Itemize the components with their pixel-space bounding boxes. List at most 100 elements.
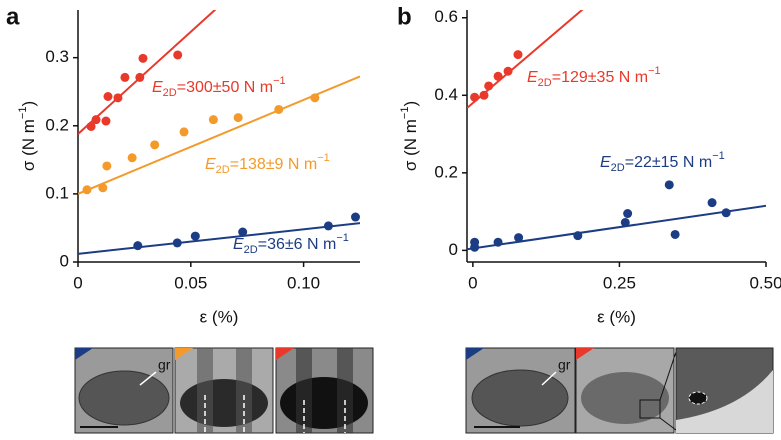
- point: [513, 50, 523, 60]
- point: [138, 53, 148, 63]
- y-tick-label: 0.1: [45, 183, 69, 202]
- point: [503, 66, 513, 76]
- annotation-part: −1: [712, 150, 725, 162]
- y-tick-label: 0.2: [45, 115, 69, 134]
- point: [514, 233, 524, 243]
- annotation-part: 2D: [244, 244, 258, 256]
- point: [127, 153, 137, 163]
- x-tick-label: 0: [73, 273, 82, 292]
- annotation-part: =22±15 N m: [625, 154, 713, 171]
- annotation-part: E: [233, 236, 244, 253]
- y-tick-label: 0.2: [434, 162, 458, 181]
- point: [323, 221, 333, 231]
- annotation-part: =138±9 N m: [230, 156, 318, 173]
- point: [721, 208, 731, 218]
- x-tick-label: 0.10: [287, 273, 320, 292]
- point: [493, 237, 503, 247]
- annotation-part: =36±6 N m: [258, 236, 337, 253]
- point: [350, 212, 360, 222]
- x-tick-label: 0.25: [603, 273, 636, 292]
- y-axis-label-part: ): [19, 101, 38, 107]
- point: [173, 50, 183, 60]
- point: [172, 238, 182, 248]
- annotation-part: −1: [273, 75, 286, 87]
- fit-annotation: E2D=22±15 N m−1: [600, 150, 725, 174]
- panel-label: b: [397, 3, 412, 30]
- x-tick-label: 0.05: [174, 273, 207, 292]
- point: [707, 198, 717, 208]
- annotation-part: 2D: [216, 164, 230, 176]
- point: [310, 93, 320, 103]
- micrographs-a: gr: [74, 347, 374, 434]
- point: [484, 81, 494, 91]
- x-axis-label: ε (%): [597, 307, 636, 326]
- fit-line: [467, 10, 584, 109]
- point: [98, 183, 108, 193]
- point: [470, 237, 480, 247]
- y-tick-label: 0.4: [434, 85, 458, 104]
- point: [113, 93, 123, 103]
- annotation-part: 2D: [611, 162, 625, 174]
- point: [101, 116, 111, 126]
- point: [190, 231, 200, 241]
- fit-line: [467, 204, 766, 251]
- point: [470, 92, 480, 102]
- micrographs-b: gr: [465, 347, 774, 434]
- point: [670, 229, 680, 239]
- x-tick-label: 0.50: [749, 273, 781, 292]
- point: [86, 121, 96, 131]
- plot-area: [78, 10, 360, 255]
- fit-annotation: E2D=138±9 N m−1: [205, 152, 330, 176]
- y-tick-label: 0: [449, 240, 458, 259]
- x-axis-label: ε (%): [200, 307, 239, 326]
- image-label: gr: [558, 357, 571, 373]
- y-axis-label-part: −1: [17, 107, 29, 120]
- annotation-part: 2D: [163, 87, 177, 99]
- point: [493, 71, 503, 81]
- annotation-part: =129±35 N m: [552, 69, 648, 86]
- annotation-part: E: [600, 154, 611, 171]
- point: [274, 104, 284, 114]
- point: [103, 91, 113, 101]
- annotation-part: −1: [336, 232, 349, 244]
- annotation-part: =300±50 N m: [177, 79, 273, 96]
- y-axis-label-part: −1: [399, 107, 411, 120]
- y-axis-label: σ (N m−1): [17, 101, 39, 171]
- point: [238, 227, 248, 237]
- fit-line: [78, 222, 360, 255]
- point: [120, 72, 130, 82]
- hole: [78, 370, 170, 426]
- point: [133, 241, 143, 251]
- y-axis-label: σ (N m−1): [399, 101, 421, 171]
- point: [135, 72, 145, 82]
- y-axis-label-part: σ (N m: [401, 119, 420, 171]
- fit-annotation: E2D=300±50 N m−1: [152, 75, 286, 99]
- plot-area: [467, 10, 766, 251]
- point: [82, 185, 92, 195]
- point: [623, 209, 633, 219]
- y-axis-label-part: σ (N m: [19, 119, 38, 171]
- point: [620, 217, 630, 227]
- point: [664, 180, 674, 190]
- point: [479, 90, 489, 100]
- annotation-part: 2D: [538, 77, 552, 89]
- y-tick-label: 0.3: [45, 47, 69, 66]
- y-tick-label: 0.6: [434, 7, 458, 26]
- point: [208, 115, 218, 125]
- point: [179, 127, 189, 137]
- fit-annotation: E2D=129±35 N m−1: [527, 65, 661, 89]
- annotation-part: E: [527, 69, 538, 86]
- annotation-part: E: [152, 79, 163, 96]
- fit-annotation: E2D=36±6 N m−1: [233, 232, 349, 256]
- panel-label: a: [6, 3, 20, 30]
- image-label: gr: [158, 357, 171, 373]
- fit-line: [78, 10, 217, 135]
- annotation-part: E: [205, 156, 216, 173]
- point: [573, 231, 583, 241]
- annotation-part: −1: [317, 152, 330, 164]
- point: [233, 113, 243, 123]
- y-tick-label: 0: [60, 251, 69, 270]
- point: [91, 115, 101, 125]
- annotation-part: −1: [648, 65, 661, 77]
